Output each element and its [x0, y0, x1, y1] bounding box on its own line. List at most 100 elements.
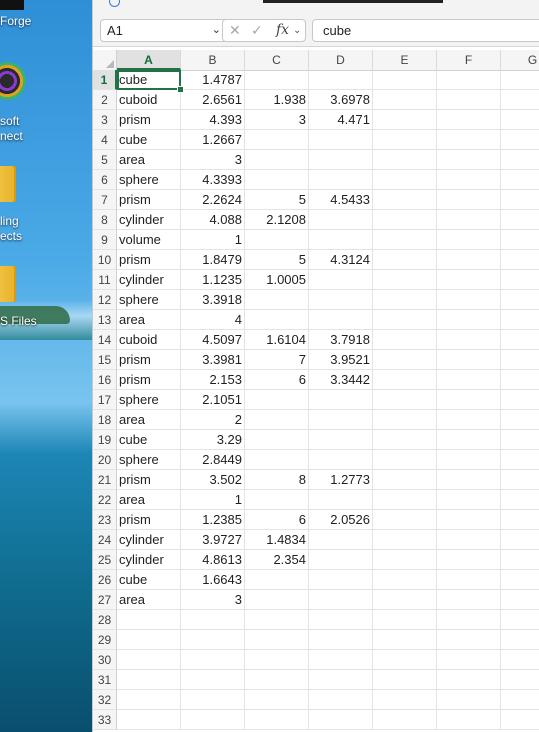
row-header[interactable]: 24	[93, 530, 117, 550]
ring-app-icon[interactable]	[0, 62, 26, 100]
cell-e8[interactable]	[373, 210, 437, 230]
cell-d33[interactable]	[309, 710, 373, 730]
cell-d23[interactable]: 2.0526	[309, 510, 373, 530]
cell-b19[interactable]: 3.29	[181, 430, 245, 450]
cell-f21[interactable]	[437, 470, 501, 490]
cell-a29[interactable]	[117, 630, 181, 650]
name-box[interactable]: A1 ⌄	[100, 19, 228, 42]
column-header-b[interactable]: B	[181, 50, 245, 70]
cell-f12[interactable]	[437, 290, 501, 310]
cell-e15[interactable]	[373, 350, 437, 370]
row-header[interactable]: 30	[93, 650, 117, 670]
cell-e7[interactable]	[373, 190, 437, 210]
cell-c30[interactable]	[245, 650, 309, 670]
cell-f22[interactable]	[437, 490, 501, 510]
cell-c8[interactable]: 2.1208	[245, 210, 309, 230]
row-header[interactable]: 6	[93, 170, 117, 190]
cell-d24[interactable]	[309, 530, 373, 550]
cell-a4[interactable]: cube	[117, 130, 181, 150]
cell-d8[interactable]	[309, 210, 373, 230]
fill-handle[interactable]	[177, 86, 184, 93]
cell-c24[interactable]: 1.4834	[245, 530, 309, 550]
cell-g30[interactable]	[501, 650, 539, 670]
cell-f2[interactable]	[437, 90, 501, 110]
cell-b14[interactable]: 4.5097	[181, 330, 245, 350]
cell-g9[interactable]	[501, 230, 539, 250]
cell-g14[interactable]	[501, 330, 539, 350]
cell-e13[interactable]	[373, 310, 437, 330]
cell-a23[interactable]: prism	[117, 510, 181, 530]
cell-e27[interactable]	[373, 590, 437, 610]
cell-g31[interactable]	[501, 670, 539, 690]
column-header-f[interactable]: F	[437, 50, 501, 70]
cell-f25[interactable]	[437, 550, 501, 570]
column-header-c[interactable]: C	[245, 50, 309, 70]
cell-e23[interactable]	[373, 510, 437, 530]
cell-d28[interactable]	[309, 610, 373, 630]
cell-c12[interactable]	[245, 290, 309, 310]
cell-c23[interactable]: 6	[245, 510, 309, 530]
cell-e19[interactable]	[373, 430, 437, 450]
cell-b2[interactable]: 2.6561	[181, 90, 245, 110]
cell-c31[interactable]	[245, 670, 309, 690]
cell-d4[interactable]	[309, 130, 373, 150]
row-header[interactable]: 26	[93, 570, 117, 590]
cell-a8[interactable]: cylinder	[117, 210, 181, 230]
cell-c17[interactable]	[245, 390, 309, 410]
cell-g26[interactable]	[501, 570, 539, 590]
row-header[interactable]: 3	[93, 110, 117, 130]
cell-b25[interactable]: 4.8613	[181, 550, 245, 570]
cell-f19[interactable]	[437, 430, 501, 450]
cell-a5[interactable]: area	[117, 150, 181, 170]
cell-f16[interactable]	[437, 370, 501, 390]
cell-g17[interactable]	[501, 390, 539, 410]
column-header-d[interactable]: D	[309, 50, 373, 70]
cell-d30[interactable]	[309, 650, 373, 670]
cell-c16[interactable]: 6	[245, 370, 309, 390]
cell-a12[interactable]: sphere	[117, 290, 181, 310]
row-header[interactable]: 20	[93, 450, 117, 470]
cell-b10[interactable]: 1.8479	[181, 250, 245, 270]
cell-a6[interactable]: sphere	[117, 170, 181, 190]
cell-e33[interactable]	[373, 710, 437, 730]
row-header[interactable]: 25	[93, 550, 117, 570]
cell-d19[interactable]	[309, 430, 373, 450]
cell-e9[interactable]	[373, 230, 437, 250]
cell-c19[interactable]	[245, 430, 309, 450]
cell-b29[interactable]	[181, 630, 245, 650]
cell-b21[interactable]: 3.502	[181, 470, 245, 490]
cell-a24[interactable]: cylinder	[117, 530, 181, 550]
cell-g1[interactable]	[501, 70, 539, 90]
cell-c25[interactable]: 2.354	[245, 550, 309, 570]
cell-c4[interactable]	[245, 130, 309, 150]
cell-d32[interactable]	[309, 690, 373, 710]
cell-f33[interactable]	[437, 710, 501, 730]
cell-d13[interactable]	[309, 310, 373, 330]
row-header[interactable]: 14	[93, 330, 117, 350]
cell-d17[interactable]	[309, 390, 373, 410]
cell-d7[interactable]: 4.5433	[309, 190, 373, 210]
cell-f28[interactable]	[437, 610, 501, 630]
folder-icon[interactable]	[0, 266, 14, 302]
folder-icon[interactable]	[0, 166, 14, 202]
cell-g24[interactable]	[501, 530, 539, 550]
column-header-g[interactable]: G	[501, 50, 539, 70]
cell-c18[interactable]	[245, 410, 309, 430]
cell-e4[interactable]	[373, 130, 437, 150]
cell-g27[interactable]	[501, 590, 539, 610]
cell-d18[interactable]	[309, 410, 373, 430]
cell-e17[interactable]	[373, 390, 437, 410]
app-icon[interactable]	[0, 0, 24, 10]
cell-c22[interactable]	[245, 490, 309, 510]
chevron-down-icon[interactable]: ⌄	[211, 24, 221, 36]
row-header[interactable]: 11	[93, 270, 117, 290]
cell-a22[interactable]: area	[117, 490, 181, 510]
row-header[interactable]: 5	[93, 150, 117, 170]
chevron-down-icon[interactable]: ⌄	[293, 25, 302, 36]
cell-e26[interactable]	[373, 570, 437, 590]
cell-b24[interactable]: 3.9727	[181, 530, 245, 550]
cell-g21[interactable]	[501, 470, 539, 490]
cell-d25[interactable]	[309, 550, 373, 570]
cell-b9[interactable]: 1	[181, 230, 245, 250]
cell-c33[interactable]	[245, 710, 309, 730]
